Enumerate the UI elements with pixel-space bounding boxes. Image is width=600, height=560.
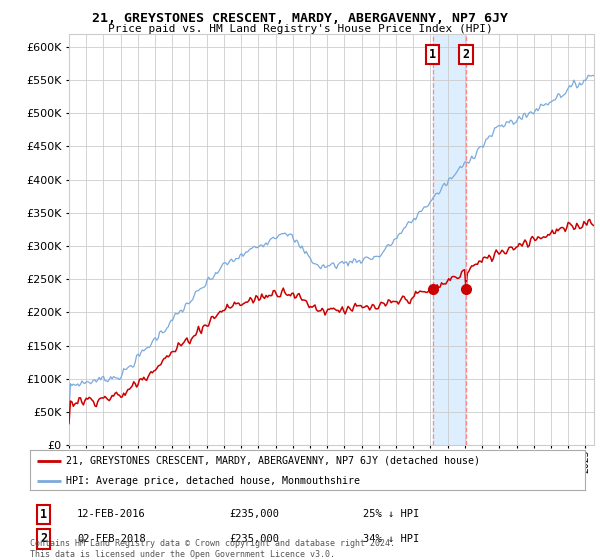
Text: HPI: Average price, detached house, Monmouthshire: HPI: Average price, detached house, Monm…: [66, 476, 360, 486]
Text: Contains HM Land Registry data © Crown copyright and database right 2024.
This d: Contains HM Land Registry data © Crown c…: [30, 539, 395, 559]
Text: 21, GREYSTONES CRESCENT, MARDY, ABERGAVENNY, NP7 6JY (detached house): 21, GREYSTONES CRESCENT, MARDY, ABERGAVE…: [66, 456, 480, 465]
Text: £235,000: £235,000: [230, 534, 280, 544]
Text: £235,000: £235,000: [230, 510, 280, 519]
Text: 25% ↓ HPI: 25% ↓ HPI: [363, 510, 419, 519]
Text: 12-FEB-2016: 12-FEB-2016: [77, 510, 146, 519]
Text: 2: 2: [463, 48, 470, 61]
Text: 2: 2: [40, 532, 47, 545]
Text: 1: 1: [40, 508, 47, 521]
Text: 1: 1: [430, 48, 436, 61]
Bar: [433, 34, 466, 445]
Text: 02-FEB-2018: 02-FEB-2018: [77, 534, 146, 544]
Text: Price paid vs. HM Land Registry's House Price Index (HPI): Price paid vs. HM Land Registry's House …: [107, 24, 493, 34]
Text: 21, GREYSTONES CRESCENT, MARDY, ABERGAVENNY, NP7 6JY: 21, GREYSTONES CRESCENT, MARDY, ABERGAVE…: [92, 12, 508, 25]
Text: 34% ↓ HPI: 34% ↓ HPI: [363, 534, 419, 544]
